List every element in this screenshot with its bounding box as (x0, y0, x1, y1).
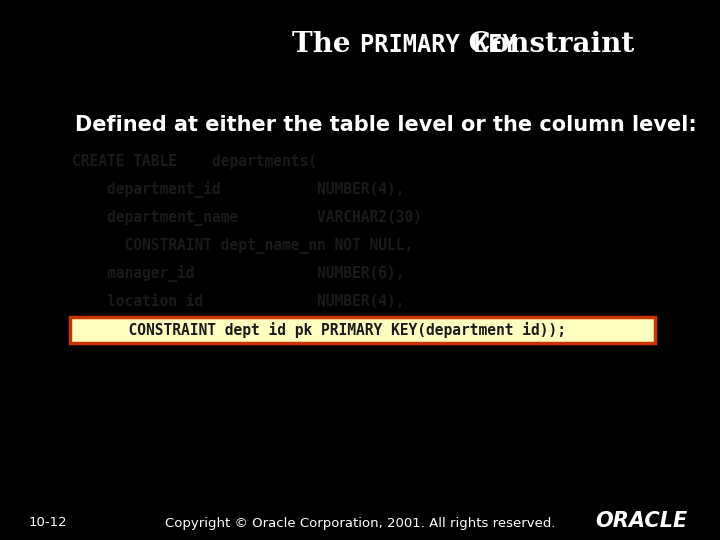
Text: Copyright © Oracle Corporation, 2001. All rights reserved.: Copyright © Oracle Corporation, 2001. Al… (165, 516, 555, 530)
Text: Defined at either the table level or the column level:: Defined at either the table level or the… (75, 115, 697, 135)
Text: Constraint: Constraint (459, 31, 634, 58)
Text: department_id           NUMBER(4),: department_id NUMBER(4), (72, 181, 405, 198)
Text: ORACLE: ORACLE (595, 511, 688, 531)
Text: department_name         VARCHAR2(30): department_name VARCHAR2(30) (72, 210, 422, 226)
Text: PRIMARY KEY: PRIMARY KEY (360, 33, 517, 57)
Text: CONSTRAINT dept_name_nn NOT NULL,: CONSTRAINT dept_name_nn NOT NULL, (72, 238, 413, 254)
FancyBboxPatch shape (70, 318, 655, 343)
Text: 10-12: 10-12 (29, 516, 68, 530)
Text: CONSTRAINT dept id pk PRIMARY KEY(department id));: CONSTRAINT dept id pk PRIMARY KEY(depart… (76, 322, 566, 338)
Text: manager_id              NUMBER(6),: manager_id NUMBER(6), (72, 265, 405, 282)
Text: location id             NUMBER(4),: location id NUMBER(4), (72, 294, 405, 309)
Text: The: The (292, 31, 360, 58)
Text: CREATE TABLE    departments(: CREATE TABLE departments( (72, 154, 317, 170)
